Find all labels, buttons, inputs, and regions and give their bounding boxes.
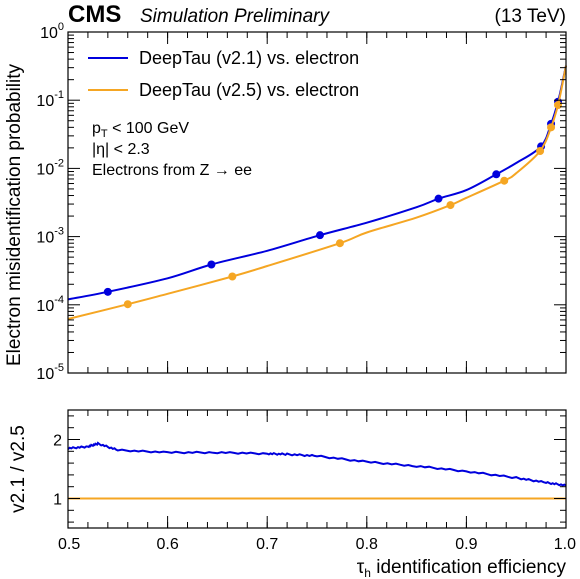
x-axis-label: τh identification efficiency xyxy=(357,557,567,579)
x-tick-label: 0.5 xyxy=(58,536,80,553)
main-y-axis-label: Electron misidentification probability xyxy=(4,63,25,366)
energy-label: (13 TeV) xyxy=(495,6,566,27)
main-y-tick-label: 10-5 xyxy=(36,362,64,383)
ratio-y-tick-label: 2 xyxy=(53,433,62,450)
ratio-y-axis-label: v2.1 / v2.5 xyxy=(8,425,29,513)
main-y-tick-label: 100 xyxy=(40,21,64,42)
legend-label-v25: DeepTau (v2.5) vs. electron xyxy=(139,80,359,100)
x-tick-label: 0.9 xyxy=(455,536,477,553)
main-plot-area: 10-5 10-4 10-3 10-2 10-1 100 xyxy=(36,21,567,383)
main-series-marker-1 xyxy=(536,146,545,155)
x-tick-label: 0.7 xyxy=(256,536,278,553)
main-series-marker-1 xyxy=(228,272,237,281)
main-series-line-0 xyxy=(67,65,567,301)
main-y-tick-label: 10-1 xyxy=(36,89,64,110)
main-series-marker-1 xyxy=(335,239,344,248)
eta-cut-annotation: |η| < 2.3 xyxy=(92,141,150,158)
main-y-tick-label: 10-4 xyxy=(36,294,64,315)
main-series-marker-1 xyxy=(446,201,455,210)
main-y-tick-label: 10-2 xyxy=(36,157,64,178)
main-series-marker-0 xyxy=(207,260,216,269)
pt-cut-annotation: pT < 100 GeV xyxy=(92,120,189,140)
ratio-plot-area: 1 2 0.5 0.6 0.7 0.8 0.9 1.0 xyxy=(53,409,576,553)
main-y-tick-label: 10-3 xyxy=(36,226,64,247)
sample-annotation: Electrons from Z → ee xyxy=(92,162,252,179)
main-frame xyxy=(67,31,567,374)
legend-label-v21: DeepTau (v2.1) vs. electron xyxy=(139,48,359,68)
main-series-marker-0 xyxy=(492,170,501,179)
main-series-marker-0 xyxy=(434,194,443,203)
x-tick-label: 1.0 xyxy=(554,536,576,553)
main-series-marker-1 xyxy=(547,123,556,132)
main-series-marker-0 xyxy=(103,287,112,296)
main-series-marker-1 xyxy=(123,300,132,309)
status-label: Simulation Preliminary xyxy=(140,6,331,27)
main-series-line-1 xyxy=(67,65,567,320)
main-series-marker-1 xyxy=(554,101,563,110)
legend: DeepTau (v2.1) vs. electron DeepTau (v2.… xyxy=(88,48,359,100)
x-tick-label: 0.8 xyxy=(356,536,378,553)
cut-annotations: pT < 100 GeV |η| < 2.3 Electrons from Z … xyxy=(92,120,252,179)
ratio-frame xyxy=(67,409,567,529)
main-series-marker-1 xyxy=(500,176,509,185)
ratio-series-line-0 xyxy=(67,441,567,487)
cms-label: CMS xyxy=(68,1,121,28)
ratio-y-tick-label: 1 xyxy=(53,492,62,509)
main-series-marker-0 xyxy=(315,231,324,240)
x-tick-label: 0.6 xyxy=(156,536,178,553)
